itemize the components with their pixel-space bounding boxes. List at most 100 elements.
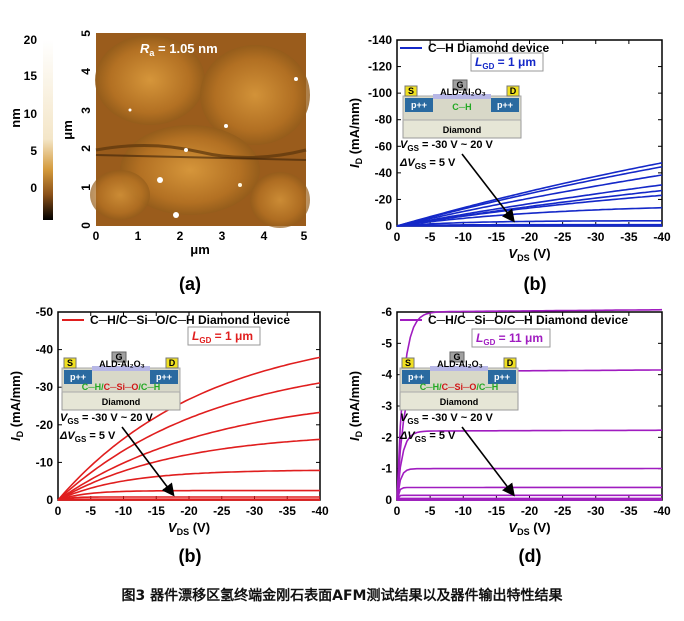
panel-label-a: (a): [179, 274, 201, 294]
y-tick-label: -20: [375, 192, 393, 206]
afm-x-tick: 5: [301, 229, 308, 243]
iv-curve: [396, 497, 662, 501]
y-tick-label: -5: [381, 336, 392, 350]
x-axis-label: VDS (V): [508, 246, 550, 263]
y-tick-label: 0: [46, 493, 53, 507]
iv-curve: [57, 382, 321, 501]
iv-curve: [57, 411, 321, 501]
y-tick-label: -4: [381, 368, 392, 382]
y-tick-label: -80: [375, 113, 393, 127]
x-tick-label: -40: [653, 230, 671, 244]
x-tick-label: -10: [455, 230, 473, 244]
afm-y-tick: 5: [79, 30, 93, 37]
x-tick-label: -5: [425, 504, 436, 518]
iv-curve: [396, 220, 662, 227]
device-oxide-layer: [433, 94, 491, 99]
legend-label: C─H/C─Si─O/C─H Diamond device: [90, 313, 290, 327]
vgs-step-label: ΔVGS = 5 V: [399, 430, 456, 444]
y-tick-label: -120: [368, 60, 392, 74]
afm-x-tick: 0: [93, 229, 100, 243]
iv-curve: [396, 194, 663, 227]
device-channel-label: C─H/C─Si─O/C─H: [82, 382, 161, 392]
iv-curve: [396, 429, 662, 501]
panel-label: (b): [524, 274, 547, 294]
vgs-range-label: VGS = -30 V ~ 20 V: [400, 412, 494, 426]
iv-curve: [396, 486, 662, 501]
iv-curve: [57, 469, 320, 501]
x-axis-label: VDS (V): [508, 520, 550, 537]
afm-panel: nm 20 15 10 5 0 Ra = 1.05 nm 0: [8, 30, 310, 294]
iv-curve: [396, 308, 663, 501]
y-tick-label: 0: [385, 493, 392, 507]
device-oxide-layer: [92, 366, 150, 371]
lgd-box: [471, 328, 551, 348]
x-tick-label: -20: [180, 504, 198, 518]
x-tick-label: -30: [587, 504, 605, 518]
vgs-arrow: [461, 153, 515, 223]
afm-y-tick: 2: [79, 145, 93, 152]
afm-colorbar-tick: 20: [24, 33, 38, 47]
iv-curve: [57, 489, 320, 501]
device-source: [404, 85, 418, 97]
x-tick-label: -10: [115, 504, 133, 518]
panel-label: (b): [179, 546, 202, 566]
device-oxide-label: ALD-Al₂O₃: [99, 359, 145, 369]
x-tick-label: -30: [246, 504, 264, 518]
y-tick-label: -6: [381, 305, 392, 319]
vgs-step-label: ΔVGS = 5 V: [59, 430, 116, 444]
device-substrate-label: Diamond: [443, 125, 482, 135]
y-axis-label: ID (mA/mm): [347, 98, 364, 168]
y-tick-label: 0: [385, 219, 392, 233]
x-tick-label: -35: [620, 230, 638, 244]
x-axis-label: VDS (V): [168, 520, 210, 537]
x-tick-label: -10: [455, 504, 473, 518]
device-oxide-label: ALD-Al₂O₃: [437, 359, 483, 369]
device-drain: [506, 85, 520, 97]
device-drain-label: D: [169, 358, 176, 368]
vgs-range-label: VGS = -30 V ~ 20 V: [400, 139, 494, 153]
afm-colorbar: [43, 40, 53, 220]
x-tick-label: -35: [279, 504, 297, 518]
y-tick-label: -60: [375, 139, 393, 153]
figure-caption: 图3 器件漂移区氢终端金刚石表面AFM测试结果以及器件输出特性结果: [121, 588, 563, 604]
device-pp-label: p++: [494, 372, 510, 382]
device-gate: [111, 351, 127, 363]
iv-curve: [396, 184, 663, 227]
afm-x-label: μm: [190, 242, 210, 257]
y-tick-label: -140: [368, 33, 392, 47]
device-oxide-layer: [430, 366, 488, 371]
iv-curve: [396, 494, 662, 501]
device-gate: [452, 79, 468, 91]
y-tick-label: -2: [381, 430, 392, 444]
x-tick-label: 0: [394, 230, 401, 244]
device-source: [63, 357, 77, 369]
iv-curve: [396, 467, 662, 501]
device-pp-left: [64, 370, 92, 384]
output-chart-b-bottom: 0 -5 -10 -15 -20 -25 -30 -35 -40 0 -10 -20 -30 -40 -50…: [8, 305, 329, 566]
y-tick-label: -3: [381, 399, 392, 413]
device-pp-right: [491, 98, 519, 112]
x-tick-label: -40: [653, 504, 671, 518]
x-tick-label: -5: [85, 504, 96, 518]
afm-x-tick: 3: [219, 229, 226, 243]
y-axis-label: ID (mA/mm): [8, 371, 25, 441]
afm-colorbar-tick: 0: [30, 181, 37, 195]
x-tick-label: 0: [55, 504, 62, 518]
afm-x-tick: 1: [135, 229, 142, 243]
y-tick-label: -10: [36, 455, 54, 469]
iv-curve: [396, 174, 663, 227]
x-tick-label: -20: [521, 504, 539, 518]
y-tick-label: -20: [36, 418, 54, 432]
device-pp-label: p++: [408, 372, 424, 382]
device-drain-label: D: [510, 86, 517, 96]
iv-curve: [396, 223, 662, 227]
device-pp-right: [488, 370, 516, 384]
afm-colorbar-tick: 15: [24, 69, 38, 83]
afm-x-tick: 2: [177, 229, 184, 243]
x-tick-label: -25: [554, 504, 572, 518]
device-source: [401, 357, 415, 369]
device-gate-label: G: [453, 352, 460, 362]
